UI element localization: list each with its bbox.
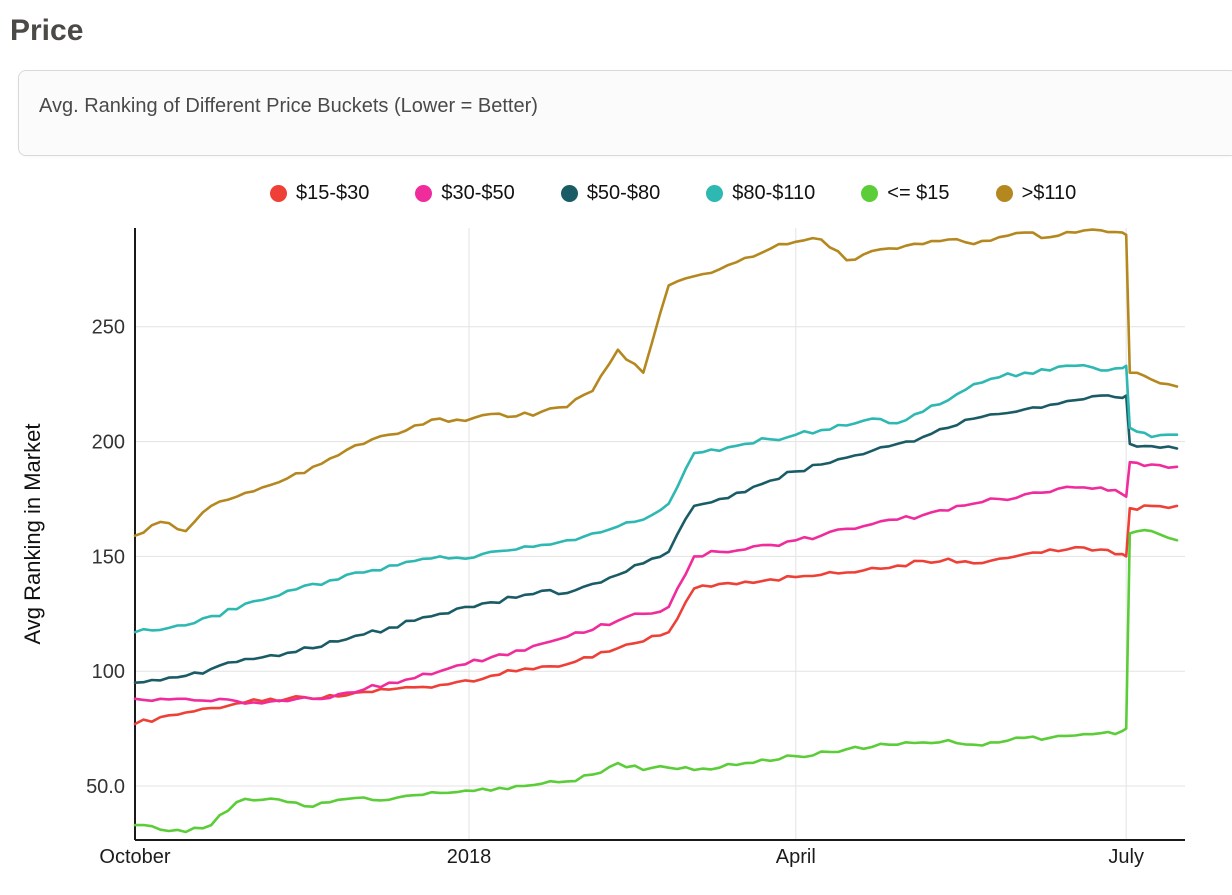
x-tick-label: 2018 [447, 846, 492, 868]
legend-label: $50-$80 [586, 182, 661, 204]
y-tick-label: 250 [92, 317, 125, 339]
legend-swatch-icon [415, 185, 433, 202]
legend-item[interactable]: $15-$30 [270, 182, 369, 205]
series-line-$30-$50 [133, 460, 1179, 705]
x-tick-label: October [99, 846, 170, 868]
legend-item[interactable]: <= $15 [861, 182, 950, 205]
legend-label: >$110 [1021, 182, 1077, 204]
legend-swatch-icon [706, 185, 724, 202]
x-tick-label: April [776, 846, 816, 868]
y-tick-label: 200 [92, 432, 125, 454]
series-line-$80-$110 [133, 363, 1179, 634]
legend-swatch-icon [560, 185, 578, 202]
legend-item[interactable]: >$110 [995, 182, 1077, 205]
page-title: Price [10, 14, 84, 47]
legend-label: <= $15 [887, 182, 950, 204]
y-tick-label: 150 [92, 546, 125, 568]
legend-item[interactable]: $30-$50 [415, 182, 515, 205]
legend-item[interactable]: $80-$110 [706, 182, 815, 205]
legend-swatch-icon [270, 185, 287, 202]
legend-swatch-icon [995, 185, 1013, 202]
chart-subtitle-box: Avg. Ranking of Different Price Buckets … [18, 70, 1232, 156]
legend-label: $30-$50 [441, 182, 515, 204]
chart-subtitle: Avg. Ranking of Different Price Buckets … [39, 95, 538, 117]
y-tick-label: 50.0 [86, 776, 125, 798]
chart-legend: $15-$30 $30-$50 $50-$80 $80-$110 <= $15 >$110 [270, 182, 1076, 205]
x-tick-label: July [1108, 846, 1144, 868]
legend-item[interactable]: $50-$80 [560, 182, 661, 205]
y-tick-label: 100 [92, 661, 125, 683]
legend-swatch-icon [861, 185, 879, 202]
series-line-$15-$30 [133, 504, 1179, 726]
series-line-$50-$80 [133, 394, 1179, 685]
legend-label: $15-$30 [296, 182, 370, 204]
y-axis-title: Avg Ranking in Market [20, 424, 45, 645]
series-line->$110 [133, 228, 1179, 538]
series-line-<= $15 [133, 528, 1179, 834]
legend-label: $80-$110 [732, 182, 816, 204]
